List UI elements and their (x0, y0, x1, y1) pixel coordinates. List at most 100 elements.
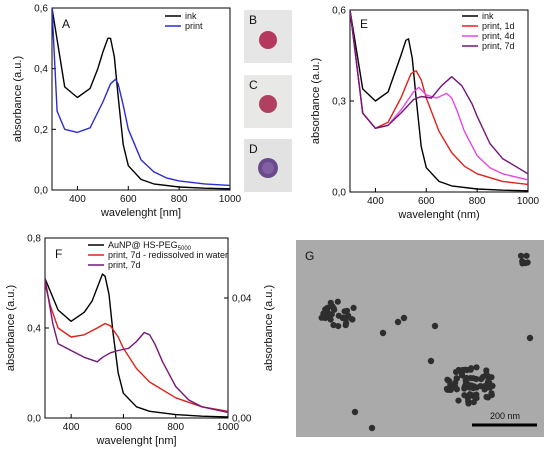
x-tick-label: 600 (418, 196, 435, 207)
series-line-aunp-hs-peg (45, 273, 228, 418)
nanoparticle (473, 364, 480, 371)
nanoparticle (455, 397, 462, 404)
nanoparticle (461, 383, 468, 390)
nanoparticle (485, 378, 492, 385)
nanoparticle (443, 385, 450, 392)
series-line-ink (52, 8, 230, 190)
series-line-print-7d (350, 10, 528, 175)
y-axis-label-right: absorbance (a.u.) (263, 285, 275, 371)
tem-panel-label: G (305, 249, 314, 263)
nanoparticle (484, 394, 492, 401)
printed-spot-b (259, 31, 277, 49)
x-axis-label: wavelenght [nm] (95, 435, 176, 447)
nanoparticle (470, 375, 477, 382)
nanoparticle (483, 371, 490, 378)
legend-entry: print, 7d - redissolved in water (108, 250, 228, 260)
nanoparticle (343, 307, 351, 314)
nanoparticle (324, 304, 331, 311)
nanoparticle (488, 390, 495, 397)
printed-spot-c (259, 95, 277, 113)
nanoparticle (473, 395, 480, 402)
chart-panel-f: 400 600 800 1000 0,0 0,4 0,8 0,00 0,04 absorbance… (5, 234, 275, 448)
y-tick-label: 0,0 (332, 188, 346, 199)
legend-entry: print, 7d (108, 260, 141, 270)
y-tick-label: 0,0 (34, 186, 48, 197)
x-tick-label: 1000 (217, 422, 240, 433)
y-tick-label: 0,0 (27, 414, 41, 425)
y-tick-label: 0,2 (34, 125, 48, 136)
nanoparticle (368, 424, 376, 432)
y-axis-label: absorbance (a.u.) (12, 56, 24, 142)
nanoparticle (322, 312, 329, 319)
tem-image-panel: G 200 nm (296, 240, 544, 437)
nanoparticle (349, 316, 356, 323)
legend-entry: ink (185, 11, 197, 21)
chart-panel-a: 400 600 800 1000 0,0 0,2 0,4 0,6 wavelenght [nm]… (12, 4, 242, 220)
nanoparticles (318, 252, 534, 432)
y-tick-label: 0,8 (27, 234, 41, 245)
x-tick-label: 600 (115, 422, 132, 433)
chart-panel-e: 400 600 800 1000 0,0 0,3 0,6 wavelenght (nm) abs… (310, 6, 540, 222)
series-lines (45, 273, 228, 418)
scale-bar-label: 200 nm (490, 411, 520, 421)
series-line-print-1d (350, 10, 528, 186)
nanoparticle (350, 304, 357, 311)
nanoparticle (327, 316, 334, 323)
photo-label-d: D (249, 142, 258, 156)
legend-entry: ink (482, 11, 494, 21)
y-tick-label: 0,4 (34, 64, 48, 75)
legend-entry: AuNP@ HS-PEG5000 (108, 240, 192, 252)
nanoparticle (517, 252, 525, 259)
nanoparticle (468, 365, 475, 372)
nanoparticle (473, 384, 480, 391)
nanoparticle (400, 314, 408, 322)
nanoparticle (328, 311, 335, 318)
nanoparticle (463, 374, 470, 382)
nanoparticle (427, 357, 435, 365)
series-line-print-7d (45, 278, 228, 414)
y-tick-label: 0,4 (27, 324, 41, 335)
nanoparticle (482, 384, 490, 391)
nanoparticle (351, 408, 359, 416)
photo-panel-d: D (244, 139, 292, 192)
photo-panel-b: B (244, 10, 292, 63)
x-tick-label: 1000 (517, 196, 540, 207)
nanoparticle (330, 322, 337, 329)
series-lines (52, 8, 230, 190)
legend-entry: print, 1d (482, 21, 515, 31)
nanoparticle (431, 322, 439, 330)
series-line-ink (350, 10, 528, 192)
nanoparticle (327, 299, 334, 306)
nanoparticle (465, 400, 472, 407)
plot-frame (51, 7, 231, 191)
nanoparticle (394, 318, 402, 326)
panel-label: E (360, 17, 368, 31)
nanoparticle (451, 381, 458, 388)
series-line-print (52, 8, 230, 187)
panel-label: F (55, 247, 62, 261)
nanoparticle (519, 258, 526, 265)
nanoparticle (334, 298, 341, 305)
panel-label: A (62, 17, 70, 31)
y-right-tick-label: 0,00 (232, 414, 252, 425)
photo-label-c: C (249, 78, 258, 92)
x-tick-label: 600 (120, 194, 137, 205)
x-tick-label: 800 (171, 194, 188, 205)
series-lines (350, 10, 528, 192)
y-axis-label: absorbance (a.u.) (310, 58, 322, 144)
x-tick-label: 1000 (219, 194, 242, 205)
x-axis-label: wavelenght [nm] (100, 207, 181, 219)
x-tick-label: 800 (469, 196, 486, 207)
y-tick-label: 0,6 (34, 4, 48, 15)
x-tick-label: 400 (367, 196, 384, 207)
nanoparticle (339, 314, 346, 322)
y-tick-label: 0,6 (332, 6, 346, 17)
nanoparticle (379, 329, 387, 337)
x-tick-label: 400 (69, 194, 86, 205)
nanoparticle (466, 384, 473, 391)
nanoparticle (466, 393, 473, 400)
